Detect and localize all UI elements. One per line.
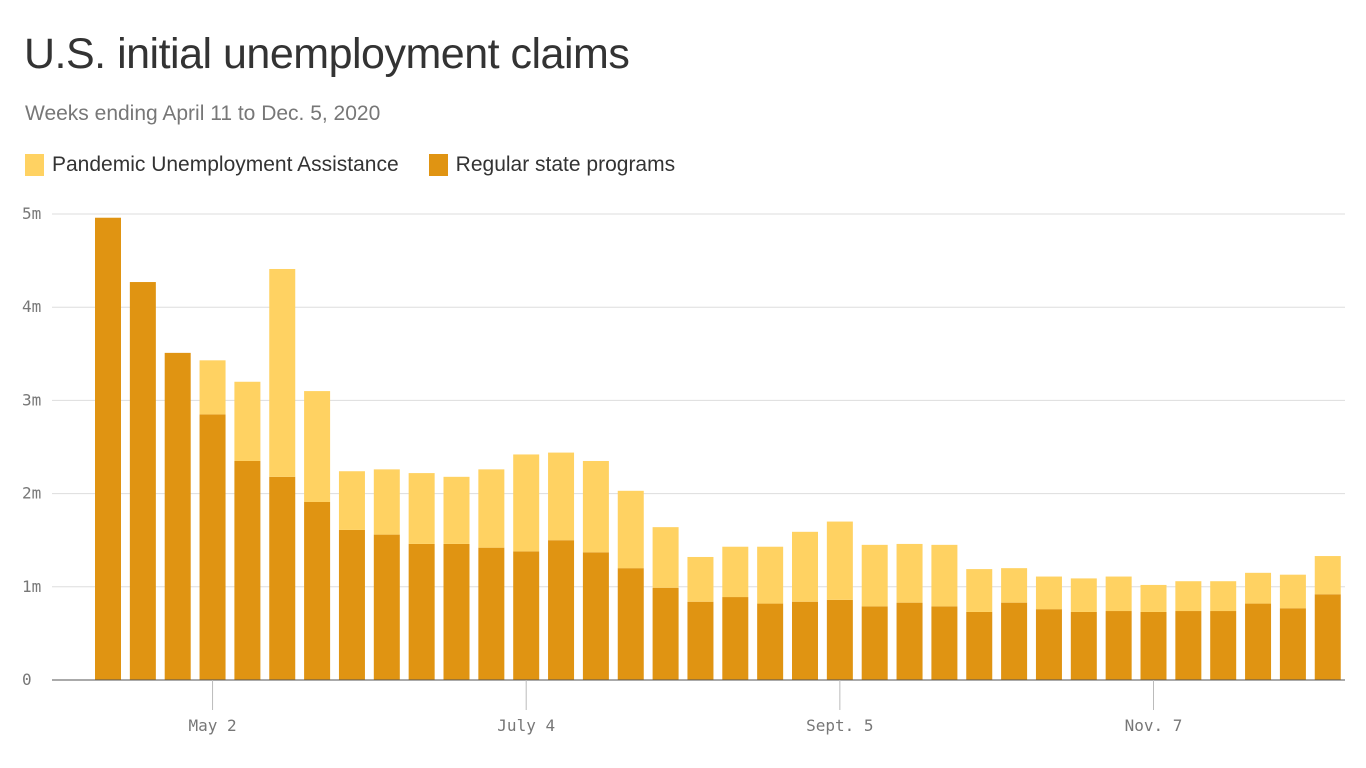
bar-regular [687,601,714,680]
bar-pua [1070,578,1097,612]
bar-regular [1035,609,1062,680]
bar-regular [1245,603,1272,680]
bar-regular [826,599,853,680]
bar-pua [896,543,923,603]
chart-title: U.S. initial unemployment claims [24,30,630,78]
bar-regular [792,601,818,680]
bar-regular [652,587,679,680]
bar-pua [722,546,749,598]
bar-regular [478,547,505,680]
bar-regular [338,529,365,680]
bar-regular [1210,611,1237,680]
bar-regular [1140,611,1167,680]
bar-regular [1105,611,1132,680]
bar-pua [931,544,958,607]
bar-regular [199,414,226,680]
x-tick-label: May 2 [188,716,236,735]
bar-pua [617,490,644,569]
legend: Pandemic Unemployment Assistance Regular… [25,153,675,177]
x-tick-label: Sept. 5 [806,716,873,735]
bar-regular [722,597,749,680]
bar-pua [408,473,435,544]
legend-label-regular: Regular state programs [455,153,676,176]
bar-pua [1035,576,1062,610]
bar-pua [792,531,818,602]
legend-item-pua: Pandemic Unemployment Assistance [25,153,399,177]
bar-pua [373,469,400,535]
y-tick-label: 2m [22,484,41,503]
bar-regular [129,282,156,680]
x-tick-label: July 4 [497,716,555,735]
bar-regular [408,543,435,680]
bar-pua [582,460,609,553]
chart-subtitle: Weeks ending April 11 to Dec. 5, 2020 [25,102,381,125]
bar-pua [234,381,261,461]
y-tick-label: 0 [22,670,32,689]
bar-regular [304,501,331,680]
bar-pua [966,569,993,612]
bar-pua [269,268,296,477]
bar-regular [1001,602,1028,680]
bar-pua [1210,581,1237,612]
bar-regular [931,606,958,680]
bar-regular [373,534,400,680]
bar-regular [617,568,644,680]
bar-pua [443,476,470,544]
y-tick-label: 5m [22,204,41,223]
bar-regular [896,602,923,680]
bar-regular [443,543,470,680]
bar-regular [1314,594,1341,680]
bar-pua [199,360,226,415]
bar-pua [652,527,679,588]
bar-regular [269,476,296,680]
bar-regular [1279,608,1306,680]
bar-pua [826,521,853,600]
bar-pua [861,544,888,607]
y-tick-label: 1m [22,577,41,596]
x-tick-label: Nov. 7 [1125,716,1183,735]
y-tick-label: 3m [22,390,41,409]
bar-regular [1070,611,1097,680]
bar-pua [304,391,331,502]
legend-swatch-pua [25,154,44,176]
bar-pua [1105,576,1132,612]
bar-regular [861,606,888,680]
bar-pua [687,556,714,602]
legend-swatch-regular [428,154,448,176]
bar-pua [548,452,575,541]
y-tick-label: 4m [22,297,41,316]
bar-pua [513,454,540,552]
bar-pua [1314,556,1341,595]
legend-item-regular: Regular state programs [428,153,676,177]
bar-pua [478,469,505,548]
bar-pua [1279,574,1306,609]
bar-regular [966,611,993,680]
bar-regular [95,217,121,680]
bar-pua [1001,568,1028,603]
bar-regular [1175,611,1202,680]
bar-regular [513,551,540,680]
bar-pua [1140,584,1167,612]
bar-pua [338,471,365,530]
bar-pua [757,546,784,604]
bar-pua [1175,581,1202,612]
bar-regular [548,540,575,680]
bar-regular [234,460,261,680]
bar-regular [582,552,609,680]
bar-regular [164,352,191,680]
bar-pua [1245,572,1272,604]
legend-label-pua: Pandemic Unemployment Assistance [52,153,399,176]
bar-regular [757,603,784,680]
